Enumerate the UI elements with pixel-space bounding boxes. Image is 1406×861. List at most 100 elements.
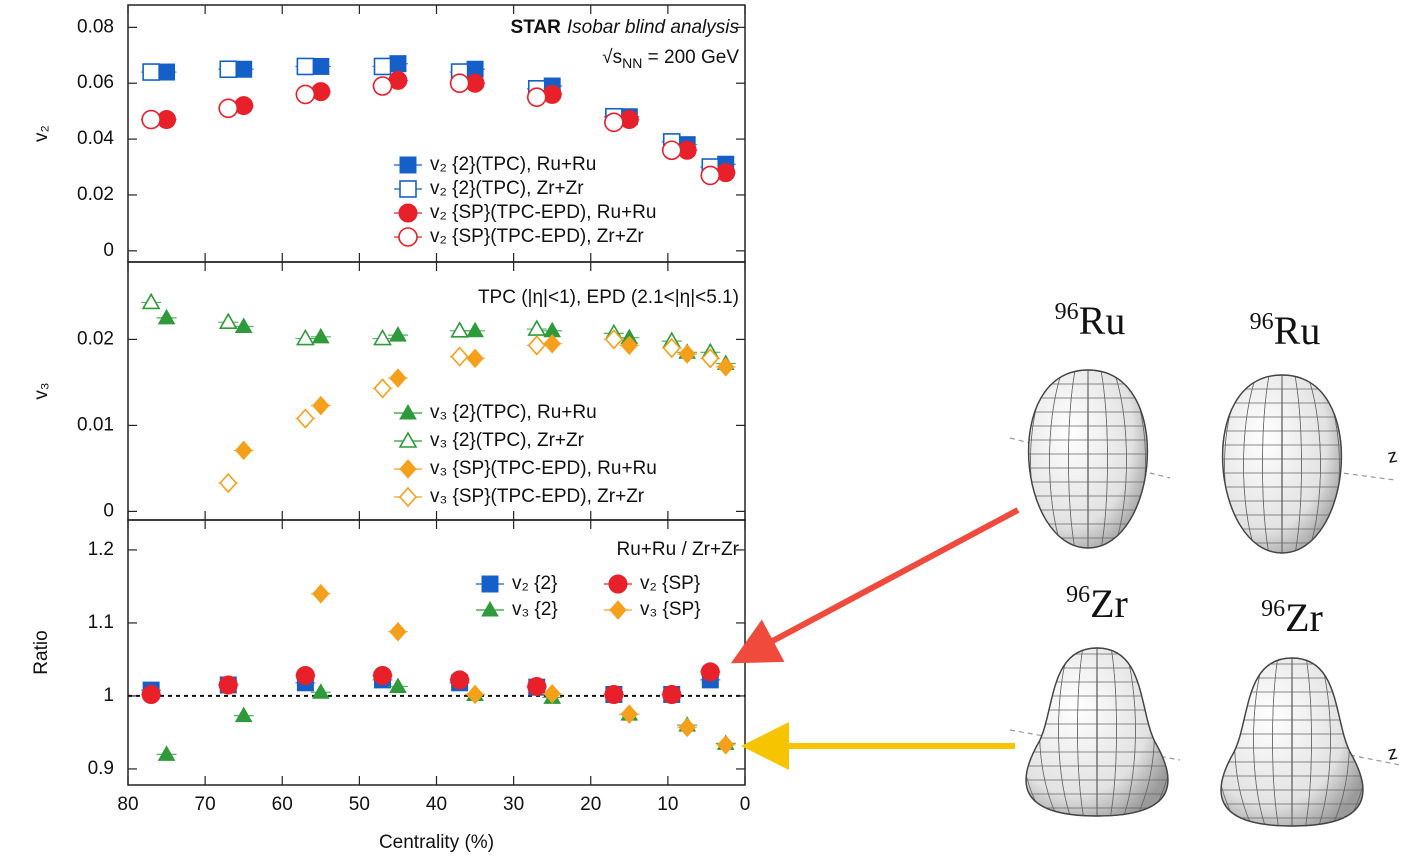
y-tick-label: 1.1 xyxy=(88,612,114,633)
panel: 80 70 60 50 40 30 20 10 0 0.9 1 1.1 1.2 Ratio Centrali… xyxy=(31,519,750,853)
legend-label: v₂ {2} xyxy=(512,573,557,594)
marker-triangle xyxy=(234,317,253,333)
annotation: TPC (|η|<1), EPD (2.1<|η|<5.1) xyxy=(478,287,739,308)
marker-diamond xyxy=(399,459,417,479)
marker-triangle xyxy=(311,327,330,344)
annotation: STAR Isobar blind analysis xyxy=(511,17,740,38)
marker-diamond xyxy=(609,600,627,620)
marker-circle xyxy=(218,675,238,695)
x-axis-label: Centrality (%) xyxy=(379,832,494,853)
x-tick-label: 80 xyxy=(117,794,138,815)
marker-circle xyxy=(295,84,316,105)
y-tick-label: 0.01 xyxy=(77,414,114,435)
y-tick-label: 0.04 xyxy=(77,128,114,149)
marker-triangle xyxy=(466,321,484,338)
meridian xyxy=(1281,375,1283,553)
x-tick-label: 30 xyxy=(503,794,524,815)
nucleus-outline xyxy=(1220,657,1364,827)
meridian xyxy=(1096,648,1098,816)
marker-triangle xyxy=(296,328,315,346)
meridian xyxy=(1291,658,1293,826)
meridian xyxy=(1030,370,1146,548)
mass-number: 96 xyxy=(1066,582,1090,608)
legend-label: v₃ {2} xyxy=(512,599,558,620)
element-symbol: Zr xyxy=(1090,581,1128,626)
y-tick-label: 0.08 xyxy=(77,16,114,37)
symmetry-axis xyxy=(1009,729,1181,761)
annotation-part: TPC (|η|<1), EPD (2.1<|η|<5.1) xyxy=(478,287,739,308)
annotation-part: NN xyxy=(622,55,642,71)
nucleus-outline xyxy=(1221,374,1343,554)
plots: 0 0.02 0.04 0.06 0.08 v₂ STAR Isobar blind anal… xyxy=(31,4,750,853)
series-layer xyxy=(141,583,736,761)
marker-diamond xyxy=(398,486,418,508)
element-symbol: Ru xyxy=(1274,308,1321,353)
marker-circle xyxy=(527,676,547,696)
annotation: Ru+Ru / Zr+Zr xyxy=(617,539,740,560)
legend-label: v₂ {SP}(TPC-EPD), Zr+Zr xyxy=(430,226,644,247)
marker-triangle xyxy=(141,292,161,310)
marker-circle xyxy=(700,165,721,186)
marker-square xyxy=(389,55,407,73)
y-tick-label: 1.2 xyxy=(88,539,114,560)
meridian xyxy=(1253,658,1331,826)
plot-frame xyxy=(127,4,746,263)
marker-triangle xyxy=(234,706,253,723)
marker-circle xyxy=(608,574,628,594)
legend-label: v₃ {2}(TPC), Zr+Zr xyxy=(430,430,585,451)
marker-circle xyxy=(398,227,418,247)
marker-diamond xyxy=(219,472,238,494)
marker-diamond xyxy=(662,337,681,359)
marker-diamond xyxy=(296,408,315,429)
element-symbol: Ru xyxy=(1079,298,1126,343)
annotation-part: STAR xyxy=(511,17,562,38)
marker-circle xyxy=(700,662,720,682)
legend-label: v₃ {SP}(TPC-EPD), Zr+Zr xyxy=(430,486,645,507)
marker-square xyxy=(373,57,392,76)
y-tick-label: 0.02 xyxy=(77,184,114,205)
panel: 0 0.02 0.04 0.06 0.08 v₂ STAR Isobar blind anal… xyxy=(31,4,746,263)
marker-triangle xyxy=(450,321,470,338)
marker-circle xyxy=(526,87,547,107)
y-tick-label: 0.02 xyxy=(77,328,114,349)
mass-number: 96 xyxy=(1261,596,1285,622)
meridian xyxy=(1087,370,1089,548)
series-layer xyxy=(141,55,736,186)
legend-label: v₂ {2}(TPC), Ru+Ru xyxy=(430,154,596,175)
nucleus-label: 96Ru xyxy=(1055,298,1126,343)
marker-triangle xyxy=(389,326,407,342)
marker-circle xyxy=(662,684,682,704)
marker-triangle xyxy=(389,677,407,693)
nucleus-outline xyxy=(1025,647,1169,817)
meridian xyxy=(1077,648,1117,816)
mass-number: 96 xyxy=(1250,309,1274,335)
marker-triangle xyxy=(157,745,176,761)
legend-label: v₃ {SP} xyxy=(640,599,701,620)
marker-circle xyxy=(141,684,161,704)
marker-triangle xyxy=(157,308,176,325)
legend-label: v₂ {SP} xyxy=(640,573,700,594)
x-tick-label: 70 xyxy=(195,794,216,815)
legend-label: v₃ {SP}(TPC-EPD), Ru+Ru xyxy=(430,458,657,479)
annotation: √sNN = 200 GeV xyxy=(602,47,739,71)
y-axis-label: Ratio xyxy=(31,630,52,674)
marker-square xyxy=(219,60,238,79)
y-tick-label: 0.9 xyxy=(88,758,114,779)
y-tick-label: 0 xyxy=(103,240,114,261)
marker-diamond xyxy=(312,583,330,604)
marker-triangle xyxy=(481,600,499,617)
axis-letter: z xyxy=(1386,743,1399,765)
marker-diamond xyxy=(620,335,638,356)
legend-label: v₂ {SP}(TPC-EPD), Ru+Ru xyxy=(430,202,656,223)
marker-triangle xyxy=(527,319,547,336)
panel: 0 0.01 0.02 v₃ TPC (|η|<1), EPD (2.1<|η|<5.1… xyxy=(31,261,746,521)
marker-square xyxy=(296,57,315,76)
marker-diamond xyxy=(678,717,696,738)
marker-circle xyxy=(449,73,470,94)
x-tick-label: 40 xyxy=(426,794,447,815)
marker-diamond xyxy=(717,735,735,755)
x-tick-label: 10 xyxy=(657,794,678,815)
y-tick-label: 0 xyxy=(103,500,114,521)
mass-number: 96 xyxy=(1055,299,1079,325)
marker-circle xyxy=(398,203,418,223)
